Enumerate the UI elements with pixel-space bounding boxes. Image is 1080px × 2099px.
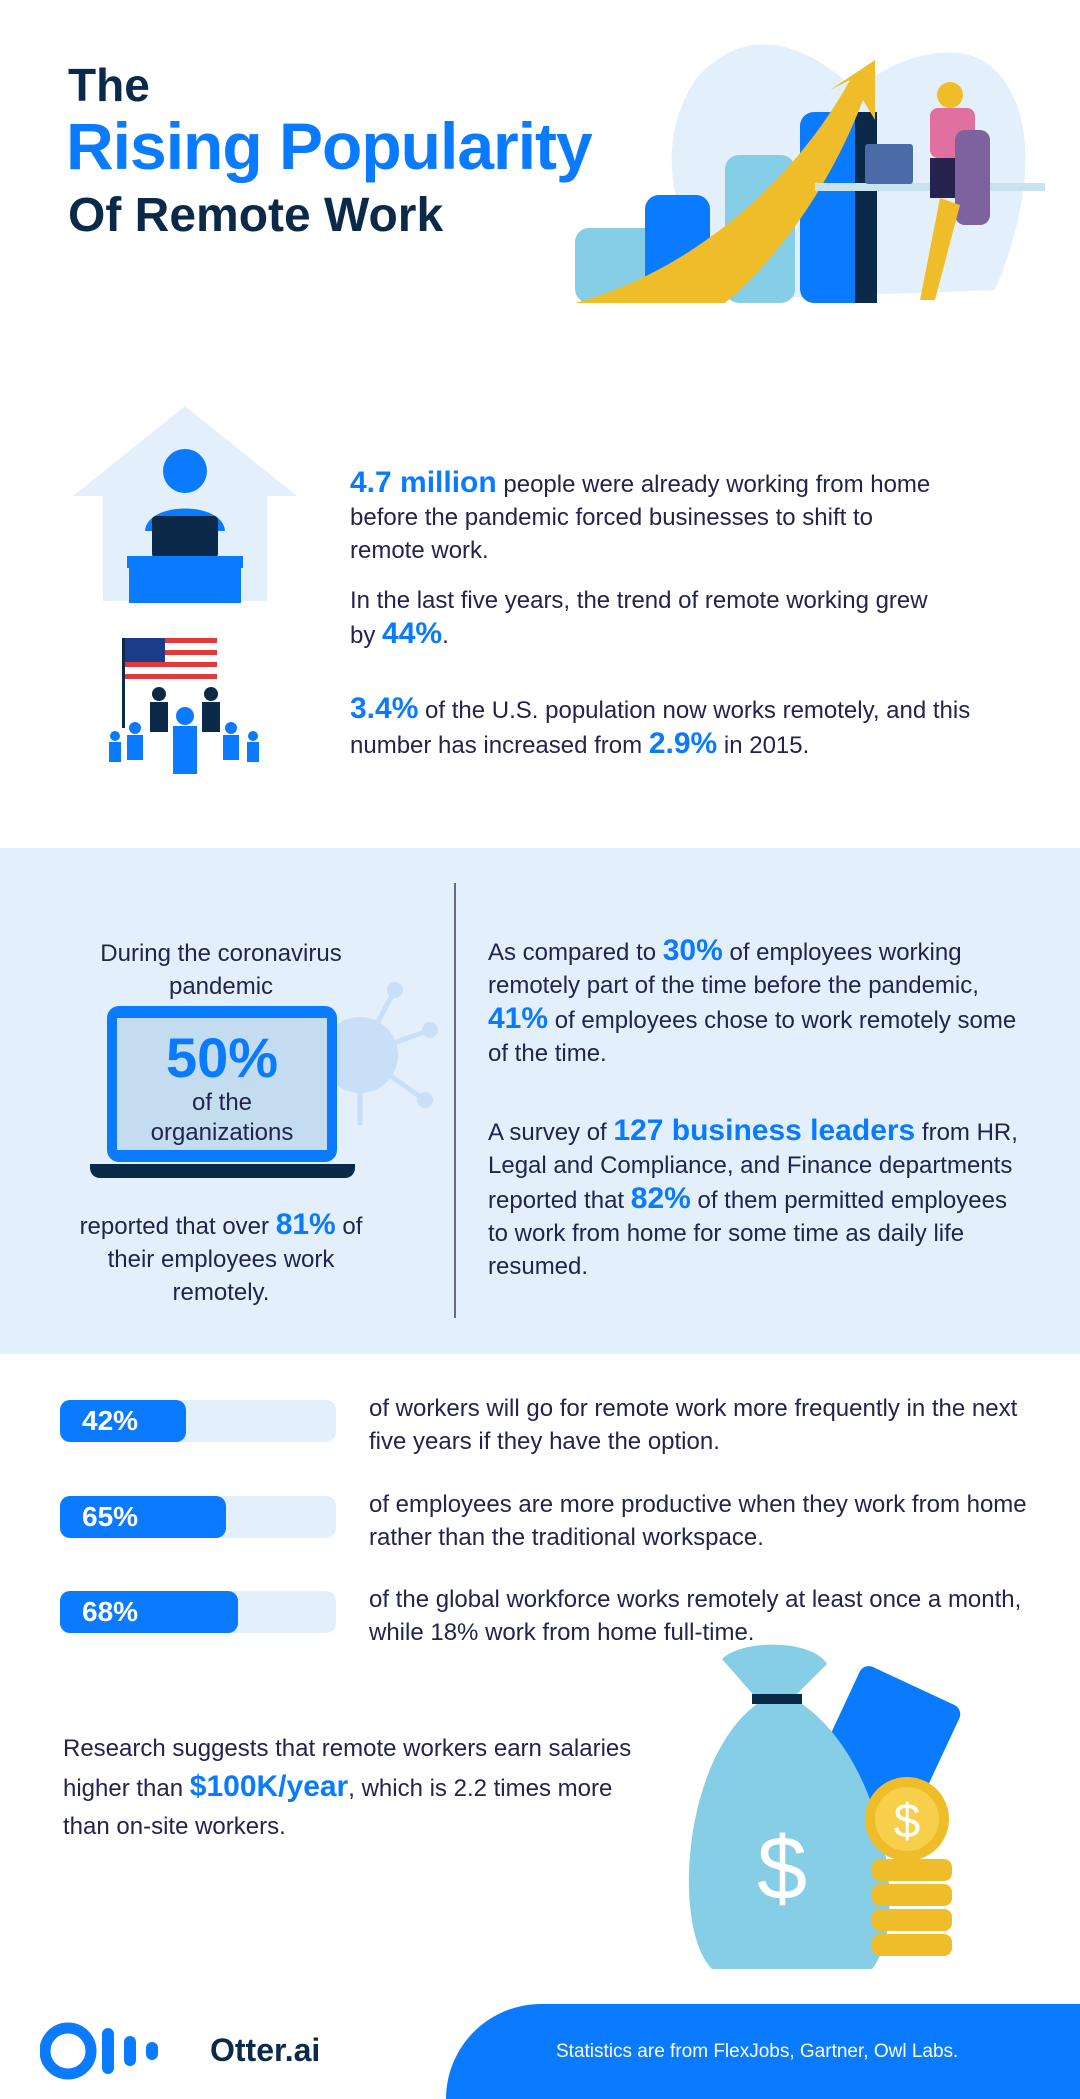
stat-part-time: As compared to 30% of employees working … — [488, 934, 1017, 1067]
bar-description: of employees are more productive when th… — [369, 1491, 1027, 1551]
house-worker-icon — [73, 406, 297, 603]
laptop-screen: 50% of the organizations — [107, 1006, 337, 1162]
progress-fill: 68% — [60, 1591, 238, 1633]
footer-band — [446, 2004, 1080, 2099]
divider — [454, 883, 456, 1318]
progress-bar-65: 65% — [60, 1496, 336, 1538]
svg-text:$: $ — [894, 1795, 921, 1848]
laptop-display: 50% of the organizations — [117, 1018, 327, 1150]
stat-pre-pandemic: 4.7 million people were already working … — [350, 466, 931, 564]
bar-description: of workers will go for remote work more … — [369, 1395, 1018, 1455]
svg-text:$: $ — [757, 1819, 807, 1919]
progress-fill: 65% — [60, 1496, 226, 1538]
stat-business-leaders: A survey of 127 business leaders from HR… — [488, 1114, 1018, 1280]
progress-bar-42: 42% — [60, 1400, 336, 1442]
pandemic-intro: During the coronavirus pandemic — [100, 940, 342, 1000]
source-note: Statistics are from FlexJobs, Gartner, O… — [556, 2041, 959, 2062]
progress-fill: 42% — [60, 1400, 186, 1442]
virus-icon — [322, 982, 438, 1125]
stat-us-population: 3.4% of the U.S. population now works re… — [350, 692, 971, 760]
title-line-1: The — [68, 59, 150, 111]
organizations-label: of the organizations — [150, 1089, 294, 1146]
otter-logo-icon — [40, 2022, 158, 2080]
brand-name: Otter.ai — [210, 2032, 321, 2068]
money-bag-icon: $ $ — [688, 1644, 961, 1969]
bar-description: of the global workforce works remotely a… — [369, 1586, 1022, 1646]
title-line-3: Of Remote Work — [68, 189, 444, 242]
stat-trend-growth: In the last five years, the trend of rem… — [350, 587, 928, 650]
us-population-icon — [109, 638, 259, 774]
laptop-base — [90, 1164, 355, 1178]
employees-remote-stat: reported that over 81% of their employee… — [79, 1208, 363, 1306]
title-line-2: Rising Popularity — [66, 109, 593, 183]
salary-stat: Research suggests that remote workers ea… — [63, 1735, 632, 1840]
organizations-percent: 50% — [165, 1026, 279, 1089]
rising-chart-illustration — [575, 44, 1045, 303]
progress-bar-68: 68% — [60, 1591, 336, 1633]
